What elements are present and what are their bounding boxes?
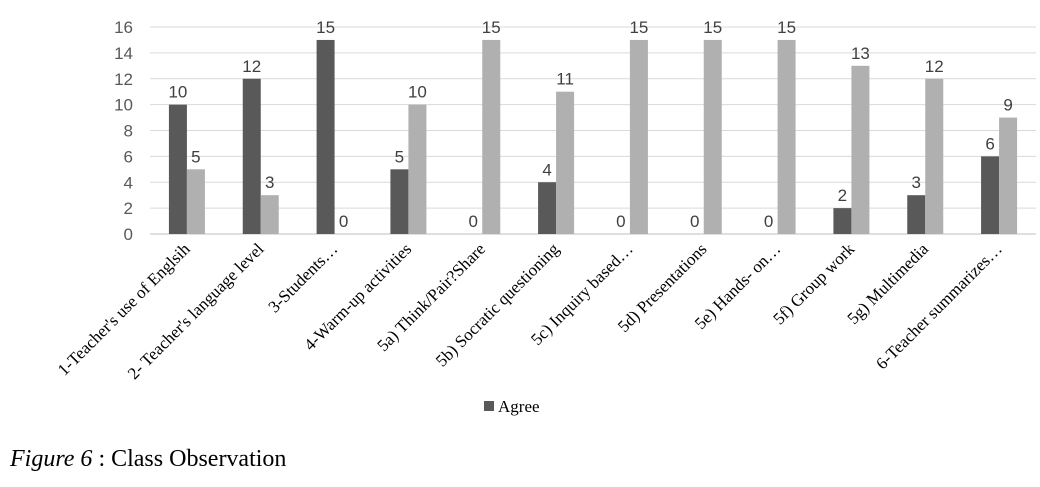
bar-agree-6 <box>538 182 557 234</box>
bar-series-2-9 <box>777 39 796 234</box>
data-label: 9 <box>1003 96 1012 115</box>
bar-series-2-1 <box>186 169 205 234</box>
data-label: 15 <box>629 18 648 37</box>
data-label: 15 <box>316 18 335 37</box>
data-label: 13 <box>851 44 870 63</box>
data-label: 6 <box>985 134 994 153</box>
data-label: 0 <box>616 212 625 231</box>
data-labels: 10 12 15 5 0 4 0 0 0 2 3 6 5 3 0 10 15 11 15 15 15 13 12 9 <box>168 18 1012 231</box>
data-label: 10 <box>408 83 427 102</box>
figure-title: : Class Observation <box>92 446 287 472</box>
data-label: 0 <box>764 212 773 231</box>
figure-number: Figure 6 <box>10 446 93 472</box>
data-label: 10 <box>168 83 187 102</box>
bar-series-2-12 <box>999 117 1018 234</box>
data-label: 2 <box>838 186 847 205</box>
bars <box>168 39 1018 234</box>
figure-caption: Figure 6 : Class Observation <box>10 446 286 473</box>
x-category-label: 6-Teacher summarizes… <box>872 239 1006 373</box>
bar-series-2-4 <box>408 104 427 234</box>
data-label: 5 <box>395 147 404 166</box>
bar-agree-4 <box>390 169 409 234</box>
data-label: 15 <box>777 18 796 37</box>
bar-agree-2 <box>242 78 261 234</box>
y-tick-label: 2 <box>124 199 133 218</box>
data-label: 15 <box>482 18 501 37</box>
bar-agree-1 <box>168 104 187 234</box>
legend-label-agree: Agree <box>498 397 540 416</box>
y-tick-label: 0 <box>124 225 133 244</box>
data-label: 4 <box>542 160 551 179</box>
y-tick-label: 6 <box>124 147 133 166</box>
bar-agree-3 <box>316 39 335 234</box>
legend-swatch-agree <box>484 401 494 411</box>
y-tick-label: 16 <box>114 18 133 37</box>
x-category-label: 2- Teacher's language level <box>124 239 268 383</box>
data-label: 5 <box>191 147 200 166</box>
bar-series-2-11 <box>925 78 944 234</box>
legend: Agree <box>484 397 540 416</box>
data-label: 15 <box>703 18 722 37</box>
y-axis-tick-labels: 0 2 4 6 8 10 12 14 16 <box>114 18 133 244</box>
bar-series-2-5 <box>482 39 501 234</box>
bar-agree-12 <box>981 156 1000 234</box>
bar-agree-11 <box>907 195 926 234</box>
bar-series-2-8 <box>703 39 722 234</box>
bar-series-2-6 <box>556 91 575 234</box>
y-tick-label: 4 <box>124 173 133 192</box>
gridlines <box>150 26 1036 235</box>
data-label: 12 <box>242 57 261 76</box>
y-tick-label: 10 <box>114 96 133 115</box>
data-label: 3 <box>912 173 921 192</box>
bar-agree-10 <box>833 208 852 234</box>
data-label: 11 <box>556 70 574 89</box>
data-label: 0 <box>469 212 478 231</box>
y-tick-label: 8 <box>124 122 133 141</box>
bar-series-2-10 <box>851 65 870 234</box>
bar-series-2-2 <box>260 195 279 234</box>
y-tick-label: 14 <box>114 44 133 63</box>
y-tick-label: 12 <box>114 70 133 89</box>
data-label: 3 <box>265 173 274 192</box>
data-label: 0 <box>339 212 348 231</box>
data-label: 12 <box>925 57 944 76</box>
x-category-label: 5b) Socratic questioning <box>432 239 563 370</box>
x-category-label: 1-Teacher's use of Englsih <box>54 239 194 379</box>
data-label: 0 <box>690 212 699 231</box>
bar-series-2-7 <box>629 39 648 234</box>
x-category-label: 3-Students… <box>265 239 342 316</box>
